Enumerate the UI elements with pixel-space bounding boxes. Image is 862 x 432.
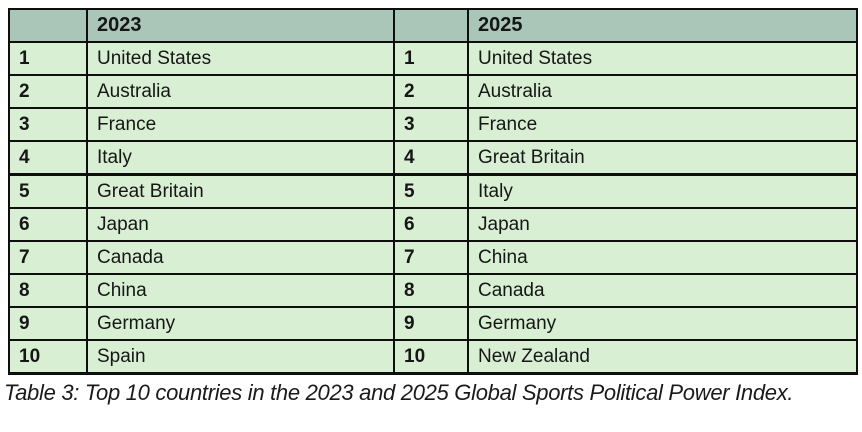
table-row: 1 United States 1 United States bbox=[8, 41, 858, 76]
table-row: 2 Australia 2 Australia bbox=[8, 74, 858, 109]
country-cell-2025: Japan bbox=[467, 207, 858, 242]
rank-cell-2023: 6 bbox=[8, 207, 88, 242]
country-cell-2025: France bbox=[467, 107, 858, 142]
country-cell-2023: Japan bbox=[86, 207, 395, 242]
rank-cell-2023: 2 bbox=[8, 74, 88, 109]
table-row: 5 Great Britain 5 Italy bbox=[8, 173, 858, 209]
table-row: 6 Japan 6 Japan bbox=[8, 207, 858, 242]
country-cell-2023: China bbox=[86, 273, 395, 308]
rank-cell-2025: 9 bbox=[393, 306, 469, 341]
rank-cell-2025: 1 bbox=[393, 41, 469, 76]
rank-cell-2025: 10 bbox=[393, 339, 469, 375]
rank-cell-2025: 5 bbox=[393, 173, 469, 209]
country-cell-2025: Canada bbox=[467, 273, 858, 308]
rankings-table-body: 1 United States 1 United States 2 Australia 2 A… bbox=[8, 41, 858, 375]
country-cell-2025: Italy bbox=[467, 173, 858, 209]
table-row: 3 France 3 France bbox=[8, 107, 858, 142]
rank-cell-2023: 1 bbox=[8, 41, 88, 76]
rankings-table: 2023 2025 1 United States 1 United States 2 A… bbox=[8, 8, 858, 375]
country-cell-2023: Italy bbox=[86, 140, 395, 176]
table-row: 9 Germany 9 Germany bbox=[8, 306, 858, 341]
rank-cell-2023: 3 bbox=[8, 107, 88, 142]
rank-cell-2023: 8 bbox=[8, 273, 88, 308]
country-cell-2025: China bbox=[467, 240, 858, 275]
table-row: 10 Spain 10 New Zealand bbox=[8, 339, 858, 375]
rank-cell-2023: 9 bbox=[8, 306, 88, 341]
rank-cell-2025: 3 bbox=[393, 107, 469, 142]
table-row: 4 Italy 4 Great Britain bbox=[8, 140, 858, 176]
header-year-2023: 2023 bbox=[86, 8, 395, 43]
header-row: 2023 2025 bbox=[8, 8, 858, 43]
country-cell-2023: Germany bbox=[86, 306, 395, 341]
rank-cell-2025: 6 bbox=[393, 207, 469, 242]
country-cell-2023: Spain bbox=[86, 339, 395, 375]
page: 2023 2025 1 United States 1 United States 2 A… bbox=[0, 8, 862, 432]
header-year-2025: 2025 bbox=[467, 8, 858, 43]
rank-cell-2025: 4 bbox=[393, 140, 469, 176]
country-cell-2025: New Zealand bbox=[467, 339, 858, 375]
country-cell-2023: France bbox=[86, 107, 395, 142]
country-cell-2023: Canada bbox=[86, 240, 395, 275]
country-cell-2023: Great Britain bbox=[86, 173, 395, 209]
country-cell-2025: United States bbox=[467, 41, 858, 76]
table-row: 7 Canada 7 China bbox=[8, 240, 858, 275]
country-cell-2025: Australia bbox=[467, 74, 858, 109]
rank-cell-2025: 2 bbox=[393, 74, 469, 109]
country-cell-2025: Germany bbox=[467, 306, 858, 341]
rank-cell-2025: 8 bbox=[393, 273, 469, 308]
rank-cell-2023: 5 bbox=[8, 173, 88, 209]
rank-cell-2023: 10 bbox=[8, 339, 88, 375]
country-cell-2023: United States bbox=[86, 41, 395, 76]
rank-cell-2023: 4 bbox=[8, 140, 88, 176]
header-rank-blank-right bbox=[393, 8, 469, 43]
table-caption: Table 3: Top 10 countries in the 2023 an… bbox=[4, 380, 794, 405]
country-cell-2025: Great Britain bbox=[467, 140, 858, 176]
rank-cell-2025: 7 bbox=[393, 240, 469, 275]
rankings-table-header: 2023 2025 bbox=[8, 8, 858, 43]
country-cell-2023: Australia bbox=[86, 74, 395, 109]
header-rank-blank-left bbox=[8, 8, 88, 43]
rank-cell-2023: 7 bbox=[8, 240, 88, 275]
table-row: 8 China 8 Canada bbox=[8, 273, 858, 308]
